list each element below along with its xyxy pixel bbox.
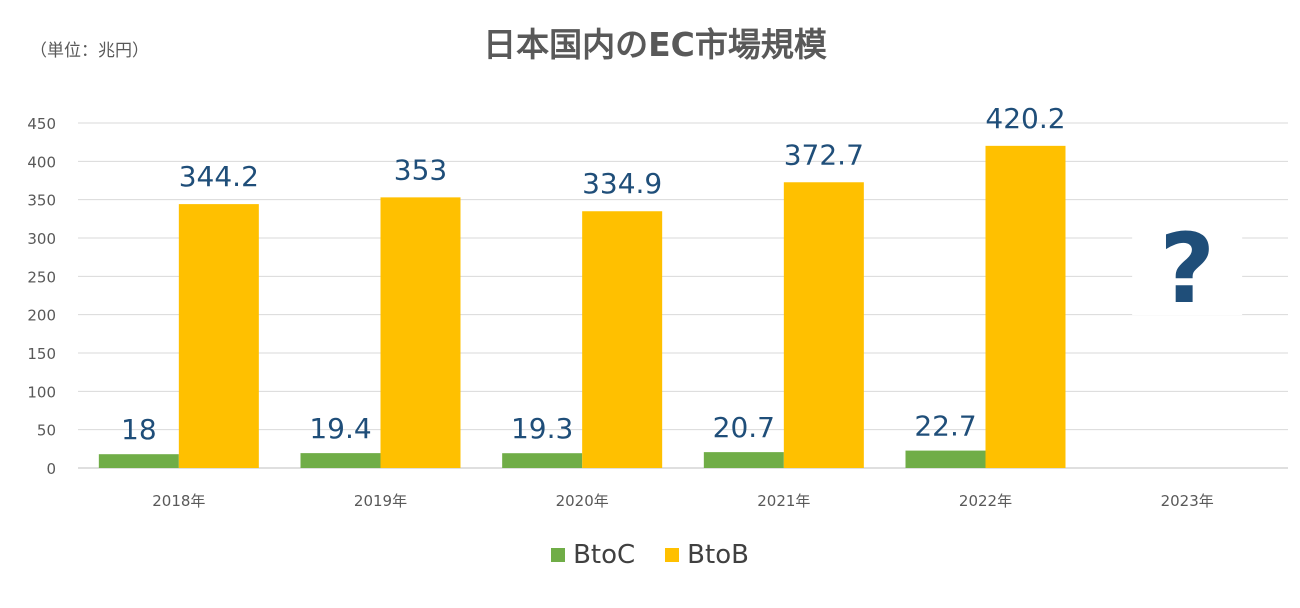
bar-btoc: [300, 453, 381, 468]
y-tick-label: 450: [27, 115, 56, 133]
y-tick-label: 300: [27, 230, 56, 248]
bar-btob: [178, 204, 259, 468]
data-label-btoc: 22.7: [914, 410, 976, 443]
x-tick-label: 2023年: [1161, 492, 1214, 510]
legend-item-btoc: BtoC: [551, 540, 635, 570]
y-tick-label: 200: [27, 307, 56, 325]
x-tick-label: 2019年: [354, 492, 407, 510]
bar-btob: [783, 182, 864, 468]
legend-item-btob: BtoB: [665, 540, 749, 570]
x-tick-label: 2020年: [556, 492, 609, 510]
legend-swatch-btob: [665, 548, 680, 562]
x-tick-label: 2018年: [152, 492, 205, 510]
bar-btoc: [703, 452, 784, 468]
x-tick-label: 2021年: [757, 492, 810, 510]
y-tick-label: 0: [46, 460, 56, 478]
bar-btoc: [502, 453, 583, 468]
data-label-btoc: 20.7: [713, 411, 775, 444]
annotation-background: [1132, 205, 1243, 315]
legend-swatch-btoc: [551, 548, 566, 562]
unit-label: （単位：兆円）: [30, 41, 149, 61]
bar-btob: [985, 145, 1066, 468]
legend: BtoC BtoB: [0, 540, 1300, 570]
legend-label-btoc: BtoC: [573, 540, 636, 570]
y-tick-label: 150: [27, 345, 56, 363]
bar-btob: [380, 197, 461, 468]
data-label-btob: 420.2: [985, 102, 1065, 135]
y-tick-label: 100: [27, 383, 56, 401]
data-label-btob: 353: [394, 153, 447, 186]
bar-btoc: [98, 454, 179, 468]
question-mark-annotation: ?: [1159, 213, 1215, 325]
data-label-btob: 344.2: [179, 160, 259, 193]
chart-title: 日本国内のEC市場規模: [483, 25, 827, 64]
data-label-btoc: 19.3: [511, 412, 573, 445]
data-label-btoc: 19.4: [309, 412, 371, 445]
data-label-btob: 372.7: [784, 138, 864, 171]
y-tick-label: 250: [27, 268, 56, 286]
legend-label-btob: BtoB: [687, 540, 749, 570]
bar-btoc: [905, 450, 986, 468]
y-tick-label: 400: [27, 153, 56, 171]
data-label-btoc: 18: [121, 413, 157, 446]
data-label-btob: 334.9: [582, 167, 662, 200]
bar-btob: [582, 211, 663, 468]
y-tick-label: 50: [37, 422, 56, 440]
y-tick-label: 350: [27, 192, 56, 210]
x-tick-label: 2022年: [959, 492, 1012, 510]
